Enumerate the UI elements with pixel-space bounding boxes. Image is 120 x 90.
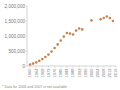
x-tick-label: 2016: [113, 68, 118, 78]
x-tick: [116, 66, 117, 68]
point: [63, 35, 66, 38]
point: [35, 61, 38, 64]
point: [105, 15, 108, 18]
y-tick-label: 1,000,000: [5, 34, 26, 39]
y-tick-label: 0: [22, 64, 25, 69]
point: [56, 43, 59, 46]
x-tick-label: 1964: [34, 68, 39, 78]
point: [47, 53, 50, 56]
x-tick-label: 1992: [77, 68, 82, 78]
chart: 0500,0001,000,0001,500,0002,000,00019601…: [0, 0, 120, 90]
point: [53, 47, 56, 50]
x-tick-label: 1996: [83, 68, 88, 78]
point: [44, 56, 47, 59]
point: [38, 60, 41, 63]
x-tick-label: 1972: [46, 68, 51, 78]
x-tick-label: 1984: [64, 68, 69, 78]
x-tick-label: 2000: [89, 68, 94, 78]
y-tick: [26, 36, 28, 37]
point: [112, 20, 115, 23]
y-tick-label: 2,000,000: [5, 4, 26, 9]
y-tick: [26, 6, 28, 7]
x-tick-label: 1976: [52, 68, 57, 78]
x-tick-label: 1980: [58, 68, 63, 78]
point: [72, 33, 75, 36]
point: [32, 62, 35, 65]
point: [78, 27, 81, 30]
point: [109, 17, 112, 20]
y-axis: [27, 6, 28, 66]
point: [75, 29, 78, 32]
x-tick: [109, 66, 110, 68]
point: [66, 32, 69, 35]
x-tick-label: 2008: [101, 68, 106, 78]
point: [69, 32, 72, 35]
x-tick: [91, 66, 92, 68]
x-tick: [60, 66, 61, 68]
point: [59, 39, 62, 42]
point: [90, 19, 93, 22]
x-tick-label: 2012: [107, 68, 112, 78]
x-tick: [66, 66, 67, 68]
point: [81, 28, 84, 31]
x-tick: [85, 66, 86, 68]
note: * Data for 2006 and 2007 is not availabl…: [2, 85, 67, 89]
y-tick: [26, 51, 28, 52]
x-tick: [103, 66, 104, 68]
point: [50, 50, 53, 53]
x-tick-label: 2004: [95, 68, 100, 78]
point: [102, 17, 105, 20]
points: [29, 15, 114, 66]
x-tick: [79, 66, 80, 68]
x-tick: [30, 66, 31, 68]
point: [99, 18, 102, 21]
x-axis: [27, 66, 116, 67]
y-tick: [26, 66, 28, 67]
x-tick: [54, 66, 55, 68]
y-tick: [26, 21, 28, 22]
x-tick: [36, 66, 37, 68]
x-tick-label: 1960: [27, 68, 32, 78]
y-tick-label: 1,500,000: [5, 19, 26, 24]
point: [41, 58, 44, 61]
x-tick: [48, 66, 49, 68]
point: [29, 63, 32, 66]
y-tick-label: 500,000: [8, 49, 25, 54]
x-tick: [42, 66, 43, 68]
x-tick-label: 1968: [40, 68, 45, 78]
x-tick: [73, 66, 74, 68]
x-tick: [97, 66, 98, 68]
x-tick-label: 1988: [70, 68, 75, 78]
